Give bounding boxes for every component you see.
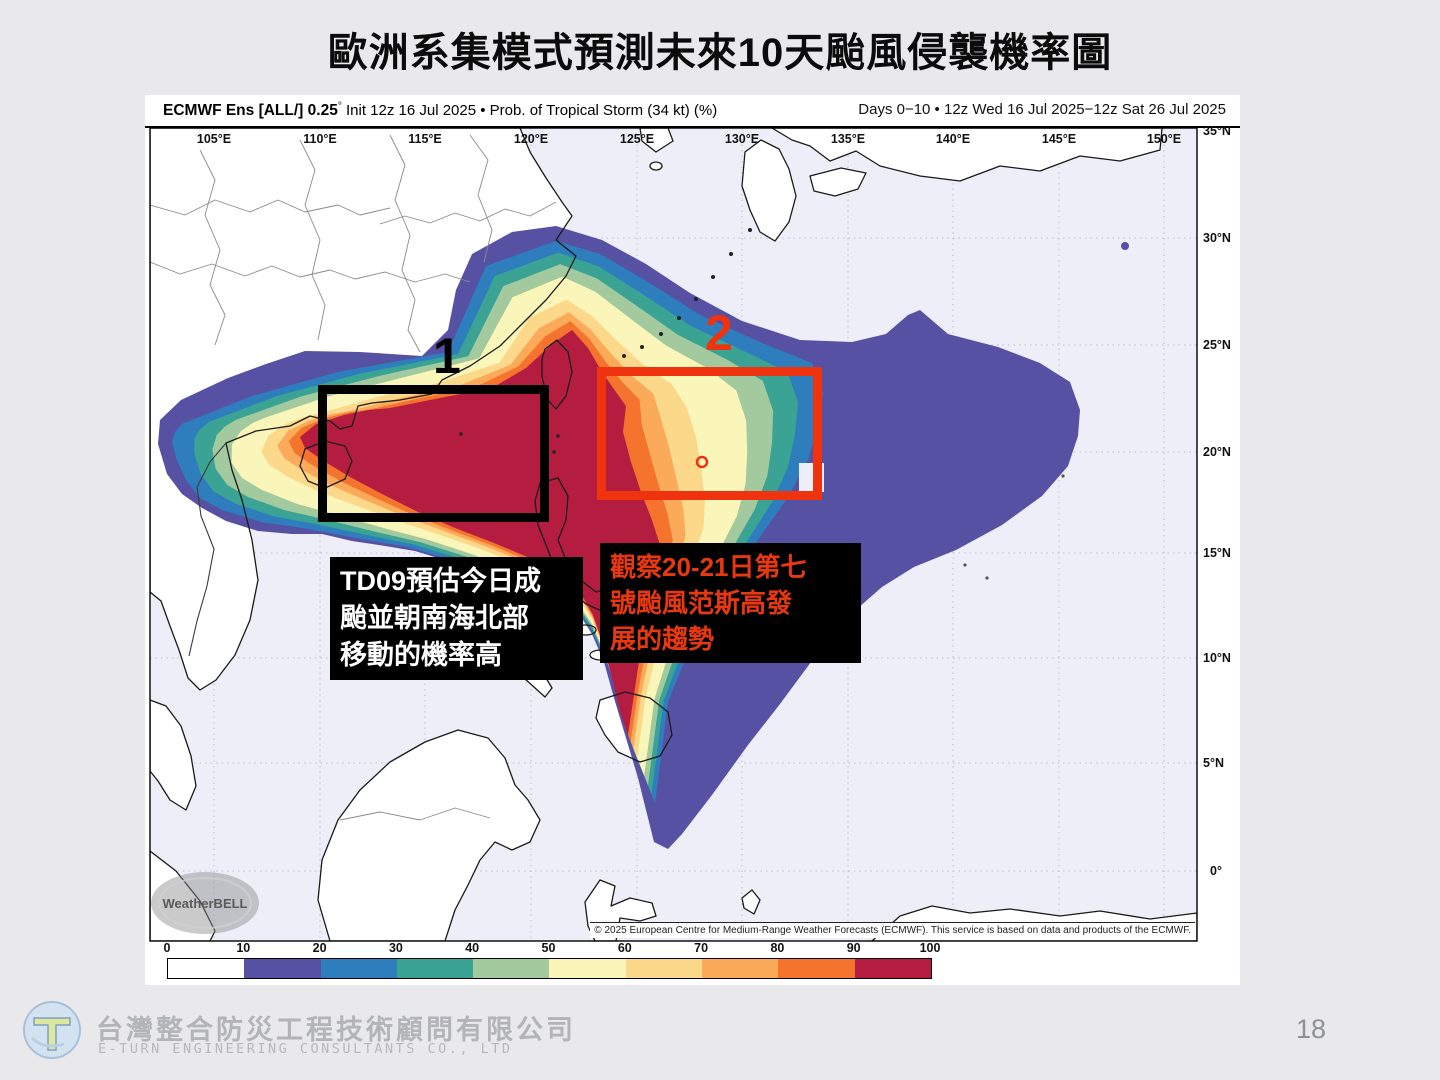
region2-annotation-panel: 觀察20-21日第七 號颱風范斯高發 展的趨勢 bbox=[600, 543, 861, 663]
svg-text:110°E: 110°E bbox=[303, 132, 337, 146]
region1-annotation-line: TD09預估今日成 bbox=[340, 566, 542, 596]
colorbar-segment-40-50 bbox=[473, 959, 550, 978]
svg-text:15°N: 15°N bbox=[1203, 546, 1231, 560]
region2-annotation-line: 觀察20-21日第七 bbox=[610, 552, 807, 582]
svg-text:120°E: 120°E bbox=[514, 132, 548, 146]
page-number: 18 bbox=[1296, 1014, 1327, 1044]
colorbar-segment-10-20 bbox=[244, 959, 321, 978]
small-probability-dot bbox=[1121, 242, 1129, 250]
colorbar-tick-10: 10 bbox=[236, 941, 251, 955]
figure-header-right: Days 0−10 • 12z Wed 16 Jul 2025−12z Sat … bbox=[858, 101, 1226, 118]
weatherbell-watermark: WeatherBELL bbox=[151, 872, 259, 934]
isolated-probability-patch bbox=[983, 366, 1032, 474]
ecmwf-copyright: © 2025 European Centre for Medium-Range … bbox=[590, 922, 1195, 938]
svg-text:10°N: 10°N bbox=[1203, 651, 1231, 665]
colorbar-tick-60: 60 bbox=[617, 941, 632, 955]
latitude-labels: 35°N 30°N 25°N 20°N 15°N 10°N 5°N 0° bbox=[1203, 126, 1231, 878]
colorbar-segment-70-80 bbox=[702, 959, 779, 978]
page-title: 歐洲系集模式預測未來10天颱風侵襲機率圖 bbox=[327, 31, 1113, 75]
colorbar-tick-20: 20 bbox=[312, 941, 327, 955]
svg-text:25°N: 25°N bbox=[1203, 338, 1231, 352]
highlight-box-region2 bbox=[597, 367, 822, 500]
colorbar-tick-0: 0 bbox=[163, 941, 171, 955]
region1-annotation-line: 颱並朝南海北部 bbox=[340, 603, 529, 633]
svg-text:130°E: 130°E bbox=[725, 132, 759, 146]
colorbar-tick-100: 100 bbox=[919, 941, 941, 955]
colorbar-segment-80-90 bbox=[778, 959, 855, 978]
region1-annotation-panel: TD09預估今日成 颱並朝南海北部 移動的機率高 bbox=[330, 557, 583, 680]
svg-text:115°E: 115°E bbox=[408, 132, 442, 146]
colorbar-tick-50: 50 bbox=[541, 941, 556, 955]
svg-text:30°N: 30°N bbox=[1203, 231, 1231, 245]
colorbar-segment-30-40 bbox=[396, 959, 474, 978]
figure-header-left: ECMWF Ens [ALL/] 0.25° Init 12z 16 Jul 2… bbox=[163, 101, 717, 120]
colorbar-segment-50-60 bbox=[549, 959, 626, 978]
forecast-figure-panel: ECMWF Ens [ALL/] 0.25° Init 12z 16 Jul 2… bbox=[145, 95, 1240, 985]
company-logo bbox=[23, 1001, 81, 1059]
figure-header: ECMWF Ens [ALL/] 0.25° Init 12z 16 Jul 2… bbox=[145, 95, 1240, 128]
svg-text:105°E: 105°E bbox=[197, 132, 231, 146]
highlight-box-region1 bbox=[318, 385, 549, 522]
colorbar-segment-0-10 bbox=[168, 959, 245, 978]
svg-text:145°E: 145°E bbox=[1042, 132, 1076, 146]
svg-text:WeatherBELL: WeatherBELL bbox=[163, 896, 248, 911]
colorbar-tick-90: 90 bbox=[846, 941, 861, 955]
svg-text:0°: 0° bbox=[1210, 864, 1222, 878]
svg-text:150°E: 150°E bbox=[1147, 132, 1181, 146]
small-island-specks bbox=[459, 228, 1065, 580]
colorbar-tick-30: 30 bbox=[388, 941, 403, 955]
colorbar-tick-80: 80 bbox=[770, 941, 785, 955]
region2-annotation-line: 號颱風范斯高發 bbox=[610, 588, 793, 618]
colorbar bbox=[167, 958, 932, 979]
storm-marker bbox=[695, 455, 709, 469]
colorbar-tick-labels: 0 10 20 30 40 50 60 70 80 90 100 bbox=[163, 941, 967, 956]
region1-number-label: 1 bbox=[433, 328, 461, 384]
region2-annotation-line: 展的趨勢 bbox=[610, 624, 715, 654]
svg-text:125°E: 125°E bbox=[620, 132, 654, 146]
svg-text:140°E: 140°E bbox=[936, 132, 970, 146]
model-name: ECMWF Ens [ALL/] 0.25 bbox=[163, 102, 338, 119]
init-and-variable: Init 12z 16 Jul 2025 • Prob. of Tropical… bbox=[341, 102, 718, 119]
logo-t-icon bbox=[33, 1017, 71, 1051]
admin-borders bbox=[150, 134, 557, 821]
colorbar-tick-40: 40 bbox=[465, 941, 480, 955]
colorbar-segment-90-100 bbox=[854, 959, 931, 978]
svg-text:35°N: 35°N bbox=[1203, 126, 1231, 138]
company-name-en: E-TURN ENGINEERING CONSULTANTS CO., LTD bbox=[98, 1041, 513, 1057]
region1-annotation-line: 移動的機率高 bbox=[340, 640, 502, 670]
company-name-zh: 台灣整合防災工程技術顧問有限公司 bbox=[96, 1015, 576, 1045]
colorbar-segment-20-30 bbox=[320, 959, 397, 978]
svg-text:20°N: 20°N bbox=[1203, 445, 1231, 459]
svg-text:5°N: 5°N bbox=[1203, 756, 1224, 770]
region2-number-label: 2 bbox=[705, 305, 733, 361]
svg-text:135°E: 135°E bbox=[831, 132, 865, 146]
degree-symbol: ° bbox=[337, 101, 342, 112]
longitude-labels: 105°E 110°E 115°E 120°E 125°E 130°E 135°… bbox=[197, 132, 1181, 146]
probability-contour-90 bbox=[300, 330, 660, 735]
plot-border bbox=[149, 127, 1198, 942]
colorbar-segment-60-70 bbox=[625, 959, 703, 978]
small-probability-dot bbox=[908, 316, 918, 326]
colorbar-tick-70: 70 bbox=[694, 941, 709, 955]
